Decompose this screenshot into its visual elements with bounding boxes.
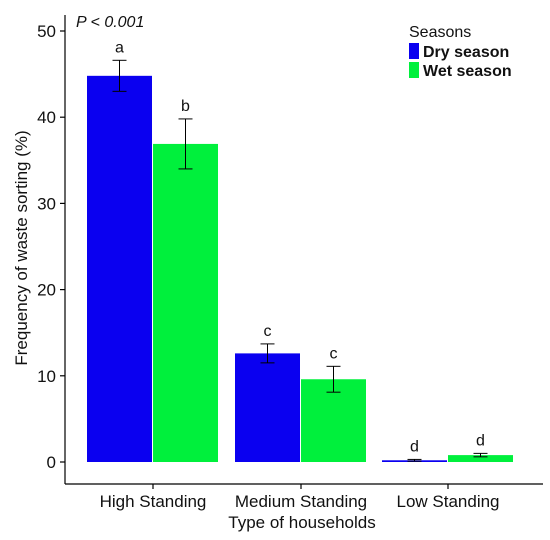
bar	[235, 353, 300, 462]
bars: a b c c d d	[87, 39, 513, 462]
x-axis-title: Type of households	[228, 513, 375, 532]
legend-swatch-dry	[409, 43, 419, 59]
y-axis-title: Frequency of waste sorting (%)	[12, 130, 31, 365]
legend-swatch-wet	[409, 62, 419, 78]
x-tick-label: High Standing	[100, 492, 207, 511]
significance-letter: d	[410, 438, 419, 455]
bar	[87, 75, 152, 462]
legend-title: Seasons	[409, 24, 471, 41]
y-tick-label: 50	[37, 22, 56, 41]
y-tick-label: 30	[37, 194, 56, 213]
bar	[153, 143, 218, 462]
legend: Seasons Dry season Wet season	[409, 24, 512, 80]
y-tick-label: 40	[37, 108, 56, 127]
significance-letter: b	[181, 98, 190, 115]
significance-letter: a	[115, 39, 124, 56]
legend-label-dry: Dry season	[423, 44, 509, 61]
x-tick-label: Low Standing	[396, 492, 499, 511]
y-tick-label: 0	[47, 453, 56, 472]
p-value-annotation: P < 0.001	[76, 14, 144, 31]
bar	[448, 455, 513, 462]
significance-letter: c	[264, 323, 272, 340]
y-tick-label: 20	[37, 281, 56, 300]
significance-letter: c	[330, 345, 338, 362]
y-axis-ticks: 0 10 20 30 40 50	[37, 22, 65, 472]
bar	[301, 379, 366, 462]
significance-letter: d	[476, 432, 485, 449]
legend-label-wet: Wet season	[423, 63, 512, 80]
y-tick-label: 10	[37, 367, 56, 386]
x-tick-label: Medium Standing	[235, 492, 367, 511]
x-axis-ticks: High Standing Medium Standing Low Standing	[100, 484, 500, 511]
